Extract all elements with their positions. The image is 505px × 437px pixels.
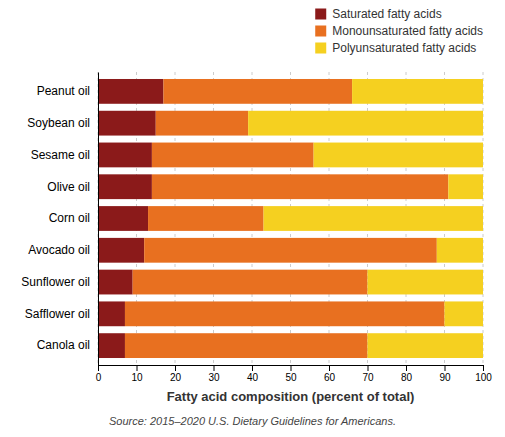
x-tick-mark xyxy=(175,365,176,371)
bar xyxy=(98,79,163,104)
legend-label: Polyunsaturated fatty acids xyxy=(332,41,476,55)
annotation: Source: 2015–2020 U.S. Dietary Guideline… xyxy=(109,415,396,427)
y-tick-label: Canola oil xyxy=(37,338,90,352)
bar xyxy=(437,238,483,263)
bar xyxy=(314,143,483,168)
x-tick-label: 60 xyxy=(324,372,336,383)
y-tick: Safflower oil xyxy=(25,307,98,321)
bar xyxy=(152,174,448,199)
x-tick-label: 70 xyxy=(362,372,374,383)
bar xyxy=(98,238,144,263)
bar xyxy=(133,270,368,295)
x-tick-label: 10 xyxy=(131,372,143,383)
legend-label: Monounsaturated fatty acids xyxy=(332,24,483,38)
y-tick: Soybean oil xyxy=(27,116,98,130)
x-tick-label: 30 xyxy=(208,372,220,383)
bar xyxy=(248,111,483,136)
x-tick: 30 xyxy=(208,365,220,383)
legend-item: Monounsaturated fatty acids xyxy=(315,24,483,38)
bar xyxy=(368,270,484,295)
y-tick: Sesame oil xyxy=(31,148,98,162)
x-tick-mark xyxy=(368,365,369,371)
y-tick-label: Corn oil xyxy=(49,211,90,225)
bar xyxy=(352,79,483,104)
chart: 0 10 20 30 40 50 60 70 80 90 100 Peanut oil Soybean … xyxy=(0,0,505,437)
x-tick-mark xyxy=(445,365,446,371)
bar xyxy=(448,174,483,199)
x-tick-label: 90 xyxy=(439,372,451,383)
y-tick-label: Safflower oil xyxy=(25,307,90,321)
bar xyxy=(98,143,152,168)
x-tick-mark xyxy=(406,365,407,371)
plot: 0 10 20 30 40 50 60 70 80 90 100 Peanut oil Soybean … xyxy=(21,72,492,383)
x-tick-mark xyxy=(329,365,330,371)
x-tick: 0 xyxy=(96,365,102,383)
grid xyxy=(98,72,483,365)
x-tick: 50 xyxy=(285,365,297,383)
bar xyxy=(144,238,437,263)
x-tick-mark xyxy=(98,365,99,371)
x-tick: 90 xyxy=(439,365,451,383)
x-axis-line xyxy=(99,366,484,372)
y-tick: Avocado oil xyxy=(28,243,98,257)
grid-line xyxy=(98,72,99,365)
y-tick-label: Olive oil xyxy=(47,180,90,194)
bar xyxy=(148,206,263,231)
y-axis-line xyxy=(98,73,99,366)
bar xyxy=(152,143,314,168)
legend-swatch xyxy=(315,26,326,37)
y-tick: Sunflower oil xyxy=(21,275,98,289)
legend-swatch xyxy=(315,43,326,54)
y-tick: Corn oil xyxy=(49,211,98,225)
y-tick-label: Soybean oil xyxy=(27,116,90,130)
x-tick-label: 100 xyxy=(475,372,492,383)
x-tick-mark xyxy=(252,365,253,371)
x-tick-label: 80 xyxy=(401,372,413,383)
bar xyxy=(163,79,352,104)
y-tick-label: Sesame oil xyxy=(31,148,90,162)
x-tick-mark xyxy=(137,365,138,371)
bar xyxy=(125,333,368,358)
legend-item: Saturated fatty acids xyxy=(315,7,441,21)
x-tick: 10 xyxy=(131,365,143,383)
x-tick: 80 xyxy=(401,365,413,383)
y-axis: Peanut oil Soybean oil Sesame oil Olive oil… xyxy=(21,73,98,366)
x-tick-label: 20 xyxy=(170,372,182,383)
legend-item: Polyunsaturated fatty acids xyxy=(315,41,476,55)
x-tick-mark xyxy=(214,365,215,371)
legend-swatch xyxy=(315,9,326,20)
bar xyxy=(156,111,248,136)
bar xyxy=(98,333,125,358)
x-tick: 40 xyxy=(247,365,259,383)
bar xyxy=(368,333,484,358)
y-tick: Olive oil xyxy=(47,180,98,194)
legend-label: Saturated fatty acids xyxy=(332,7,441,21)
x-tick: 20 xyxy=(170,365,182,383)
x-tick-mark xyxy=(483,365,484,371)
x-tick: 60 xyxy=(324,365,336,383)
y-tick-label: Avocado oil xyxy=(28,243,90,257)
x-tick: 70 xyxy=(362,365,374,383)
x-axis-title: Fatty acid composition (percent of total… xyxy=(167,389,415,404)
bar xyxy=(98,206,148,231)
bar xyxy=(445,301,484,326)
x-tick-label: 40 xyxy=(247,372,259,383)
x-tick-mark xyxy=(291,365,292,371)
legend: Saturated fatty acids Monounsaturated fat… xyxy=(315,7,483,55)
y-tick-label: Peanut oil xyxy=(37,84,90,98)
y-tick: Canola oil xyxy=(37,338,98,352)
y-tick-label: Sunflower oil xyxy=(21,275,90,289)
x-tick: 100 xyxy=(475,365,492,383)
bar xyxy=(98,111,156,136)
bar xyxy=(98,270,133,295)
y-tick: Peanut oil xyxy=(37,84,98,98)
x-tick-label: 0 xyxy=(96,372,102,383)
bar xyxy=(98,301,125,326)
x-tick-label: 50 xyxy=(285,372,297,383)
bar xyxy=(125,301,445,326)
bar xyxy=(98,174,152,199)
bars xyxy=(98,79,483,358)
bar xyxy=(264,206,483,231)
x-axis: 0 10 20 30 40 50 60 70 80 90 100 xyxy=(96,365,493,383)
